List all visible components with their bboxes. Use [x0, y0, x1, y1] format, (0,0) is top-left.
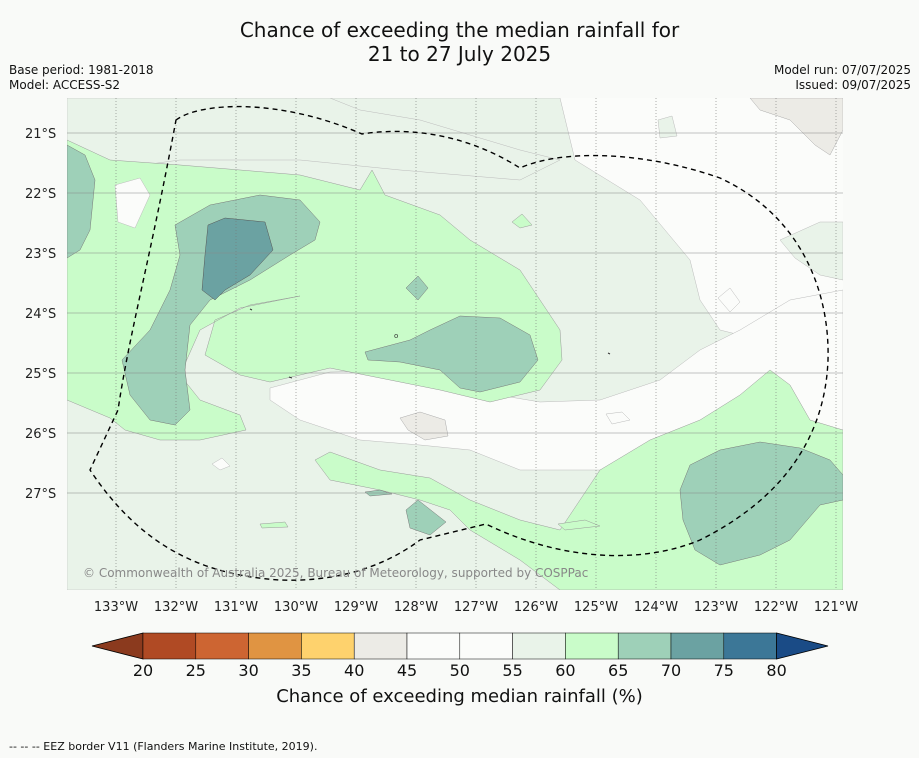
lon-labels: 133°W 132°W 131°W 130°W 129°W 128°W 127°… [94, 600, 858, 615]
lat-label: 26°S [25, 427, 56, 442]
colorbar-tick-label: 25 [186, 661, 206, 680]
model-name: Model: ACCESS-S2 [9, 78, 121, 92]
lon-label: 132°W [154, 600, 198, 615]
title-line-2: 21 to 27 July 2025 [367, 42, 552, 66]
base-period: Base period: 1981-2018 [9, 63, 154, 77]
model-run: Model run: 07/07/2025 [773, 63, 911, 77]
issued-date: Issued: 09/07/2025 [795, 78, 911, 92]
colorbar-segment [512, 632, 566, 660]
lon-label: 129°W [334, 600, 378, 615]
contour-65-70-west [67, 144, 96, 259]
map-title: Chance of exceeding the median rainfall … [0, 18, 919, 66]
colorbar-tick-label: 30 [238, 661, 258, 680]
colorbar-segment [670, 632, 725, 660]
colorbar-tick-label: 35 [291, 661, 311, 680]
contour-65-70-se [679, 441, 843, 566]
lon-label: 125°W [574, 600, 618, 615]
lat-gridlines [67, 132, 843, 494]
lat-label: 22°S [25, 187, 56, 202]
lat-label: 24°S [25, 307, 56, 322]
colorbar-label: Chance of exceeding median rainfall (%) [276, 686, 643, 707]
title-line-1: Chance of exceeding the median rainfall … [239, 18, 680, 42]
colorbar-segment [723, 632, 777, 660]
colorbar-segment [248, 632, 302, 660]
colorbar-segment [617, 632, 672, 660]
contour-light-2 [657, 115, 678, 139]
eez-border [89, 105, 829, 581]
contour-65-70-small2 [405, 499, 447, 536]
colorbar-segment [142, 632, 197, 660]
lon-label: 131°W [214, 600, 258, 615]
colorbar-tick-label: 70 [661, 661, 681, 680]
colorbar-segment [565, 632, 619, 660]
colorbar-tick-label: 50 [450, 661, 470, 680]
lat-label: 25°S [25, 367, 56, 382]
lon-label: 124°W [634, 600, 678, 615]
colorbar-tick-label: 75 [714, 661, 734, 680]
lon-label: 130°W [274, 600, 318, 615]
colorbar-tick-label: 55 [502, 661, 522, 680]
marker-dot-1 [249, 308, 253, 311]
lon-label: 133°W [94, 600, 138, 615]
lat-label: 21°S [25, 127, 56, 142]
colorbar-tick-label: 60 [555, 661, 575, 680]
colorbar-tick-label: 80 [766, 661, 786, 680]
copyright-text: © Commonwealth of Australia 2025, Bureau… [83, 566, 588, 580]
contour-60-65-patch [259, 521, 289, 529]
contour-white-6 [211, 457, 231, 471]
colorbar-segment [459, 632, 513, 660]
contour-45-50-ne [749, 98, 843, 156]
colorbar-segment [353, 632, 408, 660]
marker-dot-3 [607, 352, 611, 355]
marker-glyph: o [394, 332, 398, 340]
contour-white-1 [114, 177, 151, 229]
contour-white-3 [605, 411, 631, 425]
colorbar-extend-low [91, 632, 144, 660]
lon-label: 122°W [754, 600, 798, 615]
contour-55-60-top [67, 98, 561, 181]
lat-label: 27°S [25, 487, 56, 502]
colorbar-tick-label: 40 [344, 661, 364, 680]
colorbar [91, 632, 829, 660]
marker-dot-2 [288, 376, 293, 379]
colorbar-tick-label: 65 [608, 661, 628, 680]
contour-60-65-patch2 [557, 519, 601, 531]
meta-right: Model run: 07/07/2025 Issued: 09/07/2025 [774, 63, 911, 93]
lon-label: 121°W [814, 600, 858, 615]
contour-white-4 [717, 287, 741, 313]
colorbar-segment [195, 632, 249, 660]
contour-light-5 [779, 221, 843, 281]
map-plot-area: o © Commonwealth of Australia 2025, Bure… [67, 98, 843, 590]
colorbar-segment [406, 632, 461, 660]
contour-60-65-small [511, 213, 533, 229]
lat-labels: 21°S 22°S 23°S 24°S 25°S 26°S 27°S [25, 127, 56, 502]
meta-left: Base period: 1981-2018 Model: ACCESS-S2 [9, 63, 154, 93]
contour-65-70-small1 [405, 275, 429, 301]
colorbar-segment [301, 632, 355, 660]
colorbar-extend-high [776, 632, 829, 660]
contour-70-75 [201, 217, 274, 301]
eez-footnote: -- -- -- EEZ border V11 (Flanders Marine… [9, 740, 318, 753]
lat-label: 23°S [25, 247, 56, 262]
lon-label: 128°W [394, 600, 438, 615]
lon-label: 123°W [694, 600, 738, 615]
gridlines [115, 98, 837, 590]
lon-label: 127°W [454, 600, 498, 615]
lon-label: 126°W [514, 600, 558, 615]
colorbar-ticks: 20 25 30 35 40 45 50 55 60 65 70 75 80 [133, 661, 787, 680]
colorbar-tick-label: 20 [133, 661, 153, 680]
colorbar-tick-label: 45 [397, 661, 417, 680]
